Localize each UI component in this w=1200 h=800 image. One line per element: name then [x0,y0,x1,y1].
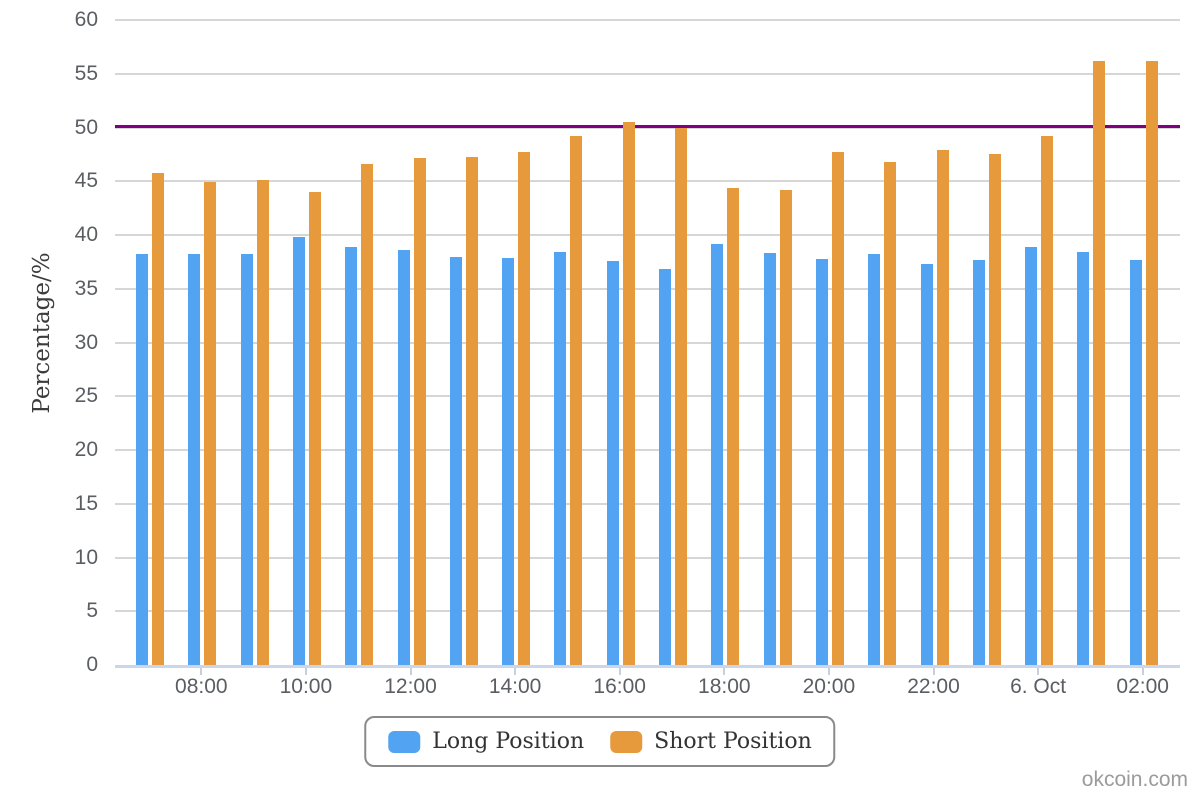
short-position-bar[interactable] [884,161,897,665]
long-position-bar[interactable] [554,252,567,665]
gridline [115,395,1180,398]
y-axis-tick-label: 45 [74,169,98,193]
legend-item-long-position[interactable]: Long Position [388,729,584,754]
x-axis-tick [1141,668,1144,675]
x-axis-tick-label: 02:00 [1116,675,1169,698]
legend: Long Position Short Position [364,716,836,767]
short-position-bar[interactable] [1041,136,1054,665]
long-position-bar[interactable] [1077,252,1090,665]
gridline [115,341,1180,344]
x-axis-tick [932,668,935,675]
okcoin-watermark-link[interactable]: okcoin.com [1081,768,1188,791]
y-axis-tick-label: 50 [74,115,98,139]
x-axis-line [115,665,1180,668]
threshold-line-50 [115,125,1180,128]
short-position-bar[interactable] [152,172,164,665]
long-position-bar[interactable] [397,250,410,665]
y-axis-tick-label: 10 [74,545,98,569]
x-axis-tick [200,668,203,675]
x-axis-tick [618,668,621,675]
gridline [115,556,1180,559]
short-position-bar[interactable] [361,164,374,665]
gridline [115,180,1180,183]
long-position-bar[interactable] [763,253,776,665]
long-position-bar[interactable] [188,254,201,665]
y-axis-tick-label: 60 [74,8,98,31]
y-axis-tick-label: 40 [74,223,98,246]
x-axis-tick [723,668,726,675]
x-axis-tick-label: 6. Oct [1010,675,1067,698]
long-position-bar[interactable] [920,264,933,665]
long-position-bar[interactable] [659,269,671,665]
short-position-bar[interactable] [570,136,583,665]
legend-item-short-position[interactable]: Short Position [610,729,812,754]
long-position-bar[interactable] [868,254,881,665]
long-position-bar[interactable] [711,243,724,665]
y-axis-tick-label: 55 [74,61,98,85]
gridline [115,610,1180,613]
y-axis-tick-label: 5 [86,599,98,623]
short-position-bar[interactable] [675,127,687,665]
long-position-bar[interactable] [136,254,148,665]
x-axis-tick [409,668,412,675]
long-position-bar[interactable] [502,257,515,665]
short-position-swatch [610,730,643,753]
short-position-bar[interactable] [831,152,844,665]
long-position-bar[interactable] [449,256,462,665]
x-axis-tick [514,668,517,675]
short-position-bar[interactable] [1145,60,1158,665]
gridline [115,502,1180,505]
short-position-bar[interactable] [465,156,478,665]
x-axis-tick-label: 18:00 [698,675,751,698]
short-position-bar[interactable] [988,154,1001,665]
short-position-bar[interactable] [308,192,321,665]
long-position-bar[interactable] [292,237,305,665]
long-position-swatch [388,730,421,753]
x-axis-tick [1037,668,1040,675]
y-axis-tick-label: 0 [86,653,98,676]
short-position-bar[interactable] [779,189,792,665]
long-position-bar[interactable] [606,260,619,665]
long-position-bar[interactable] [1025,246,1038,665]
y-axis-tick-label: 35 [74,276,98,300]
x-axis-tick-label: 22:00 [907,675,960,698]
y-axis-tick-label: 20 [74,438,98,461]
short-position-bar[interactable] [204,182,217,665]
gridline [115,449,1180,451]
y-axis-tick-label: 25 [74,384,98,408]
x-axis-tick-label: 16:00 [593,675,646,698]
short-position-bar[interactable] [936,150,949,665]
x-axis-tick-label: 14:00 [488,675,542,698]
x-axis-tick [827,668,830,675]
long-position-bar[interactable] [972,259,985,665]
short-position-bar[interactable] [413,157,426,665]
long-position-bar[interactable] [240,254,253,665]
short-position-bar[interactable] [622,122,635,665]
x-axis-tick-label: 08:00 [175,675,228,698]
x-axis-tick [304,668,307,675]
y-axis-tick-label: 15 [74,491,98,515]
gridline [115,287,1180,290]
short-position-bar[interactable] [518,152,531,665]
legend-label-short-position: Short Position [654,729,812,754]
long-position-bar[interactable] [1129,259,1142,665]
gridline [115,19,1180,21]
long-position-bar[interactable] [815,258,828,665]
x-axis-tick-label: 12:00 [384,675,437,698]
short-position-bar[interactable] [1093,60,1106,665]
y-axis-tick-label: 30 [74,330,98,354]
x-axis-tick-label: 10:00 [279,675,333,698]
x-axis-tick-label: 20:00 [802,675,856,698]
legend-label-long-position: Long Position [432,729,585,754]
gridline [115,234,1180,236]
long-position-bar[interactable] [345,246,358,665]
short-position-bar[interactable] [256,180,269,665]
gridline [115,72,1180,75]
short-position-bar[interactable] [727,187,740,665]
